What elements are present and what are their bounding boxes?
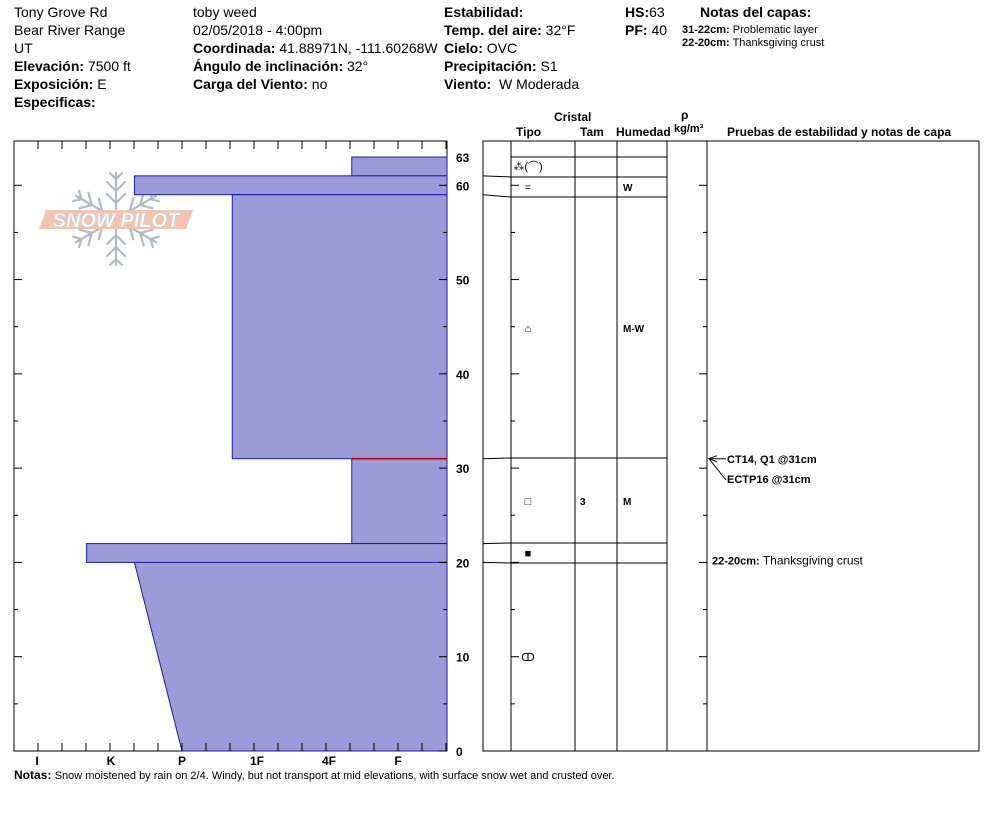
hardness-bar-5 bbox=[133, 561, 448, 752]
depth-tick-label: 10 bbox=[456, 651, 470, 665]
precipitation: Precipitación: S1 bbox=[444, 58, 558, 74]
depth-tick-label: 50 bbox=[456, 274, 470, 288]
depth-connector bbox=[482, 457, 512, 460]
observer: toby weed bbox=[193, 4, 257, 20]
layer-note-annotation: 22-20cm: Thanksgiving crust bbox=[712, 553, 864, 567]
layer-table-frame bbox=[482, 140, 980, 752]
depth-tick-label: 20 bbox=[456, 556, 470, 570]
depth-connector bbox=[482, 542, 512, 545]
location: Tony Grove Rd bbox=[14, 4, 108, 20]
slope-angle: Ángulo de inclinación: 32° bbox=[193, 58, 369, 74]
sky: Cielo: OVC bbox=[444, 40, 518, 56]
depth-tick-label: 40 bbox=[456, 368, 470, 382]
rho-header: ρ bbox=[681, 108, 689, 122]
coordinates: Coordinada: 41.88971N, -111.60268W bbox=[193, 40, 438, 56]
layer-notes-title: Notas del capas: bbox=[700, 4, 812, 20]
snow-height: HS:63 bbox=[625, 4, 665, 20]
test-pointer-line bbox=[708, 458, 727, 481]
stability-label: Estabilidad: bbox=[444, 4, 524, 20]
specifics-label: Especificas: bbox=[14, 94, 96, 110]
depth-connector bbox=[482, 561, 512, 564]
hardness-tick-label: 4F bbox=[322, 754, 336, 768]
hardness-tick-label: F bbox=[394, 754, 401, 768]
hardness-bar-1 bbox=[133, 175, 448, 196]
depth-tick-label: 60 bbox=[456, 179, 470, 193]
datetime: 02/05/2018 - 4:00pm bbox=[193, 22, 323, 38]
hardness-bar-2 bbox=[231, 194, 448, 460]
wind-loading: Carga del Viento: no bbox=[193, 76, 328, 92]
type-header: Tipo bbox=[516, 125, 542, 139]
depth-tick-label: 0 bbox=[456, 745, 463, 759]
air-temp: Temp. del aire: 32°F bbox=[444, 22, 576, 38]
penetration-foot: PF: 40 bbox=[625, 22, 668, 38]
crystal-type-5: ↀ bbox=[521, 652, 535, 664]
stability-test-1: ECTP16 @31cm bbox=[727, 474, 811, 486]
hardness-tick-label: P bbox=[178, 754, 186, 768]
mountain-range: Bear River Range bbox=[14, 22, 126, 38]
size-header: Tam bbox=[580, 125, 604, 139]
aspect: Exposición: E bbox=[14, 76, 107, 92]
depth-tick-label: 30 bbox=[456, 462, 470, 476]
layer-note-1: 31-22cm: Problematic layer bbox=[682, 24, 818, 36]
crystal-type-0: ⁂(⌒) bbox=[513, 160, 542, 173]
test-arrow-icon bbox=[707, 455, 718, 463]
moisture-header: Humedad bbox=[616, 125, 671, 139]
density-unit-header: kg/m³ bbox=[674, 123, 704, 135]
hardness-tick-label: K bbox=[107, 754, 116, 768]
crystal-size-3: 3 bbox=[580, 497, 586, 508]
depth-connector bbox=[482, 194, 512, 198]
hardness-bar-0 bbox=[351, 156, 448, 177]
tests-header: Pruebas de estabilidad y notas de capa bbox=[727, 125, 952, 139]
hardness-tick-label: I bbox=[35, 754, 38, 768]
crystal-type-4: ■ bbox=[525, 548, 532, 560]
depth-tick-label: 63 bbox=[456, 151, 470, 165]
crystal-type-3: □ bbox=[525, 496, 532, 508]
moisture-1: W bbox=[623, 183, 633, 194]
moisture-3: M bbox=[623, 497, 631, 508]
crystal-type-2: ⌂ bbox=[525, 323, 532, 335]
hardness-bar-3 bbox=[351, 458, 448, 545]
hardness-tick-label: 1F bbox=[250, 754, 264, 768]
crystal-header: Cristal bbox=[554, 110, 592, 124]
layer-note-2: 22-20cm: Thanksgiving crust bbox=[682, 37, 825, 49]
state: UT bbox=[14, 40, 33, 56]
wind: Viento: W Moderada bbox=[444, 76, 580, 92]
notes: Notas: Snow moistened by rain on 2/4. Wi… bbox=[14, 768, 615, 782]
moisture-2: M-W bbox=[623, 324, 645, 335]
elevation: Elevación: 7500 ft bbox=[14, 58, 131, 74]
stability-test-0: CT14, Q1 @31cm bbox=[727, 454, 817, 466]
hardness-bar-4 bbox=[86, 543, 448, 563]
crystal-type-1: = bbox=[525, 182, 531, 194]
depth-connector bbox=[482, 175, 512, 178]
